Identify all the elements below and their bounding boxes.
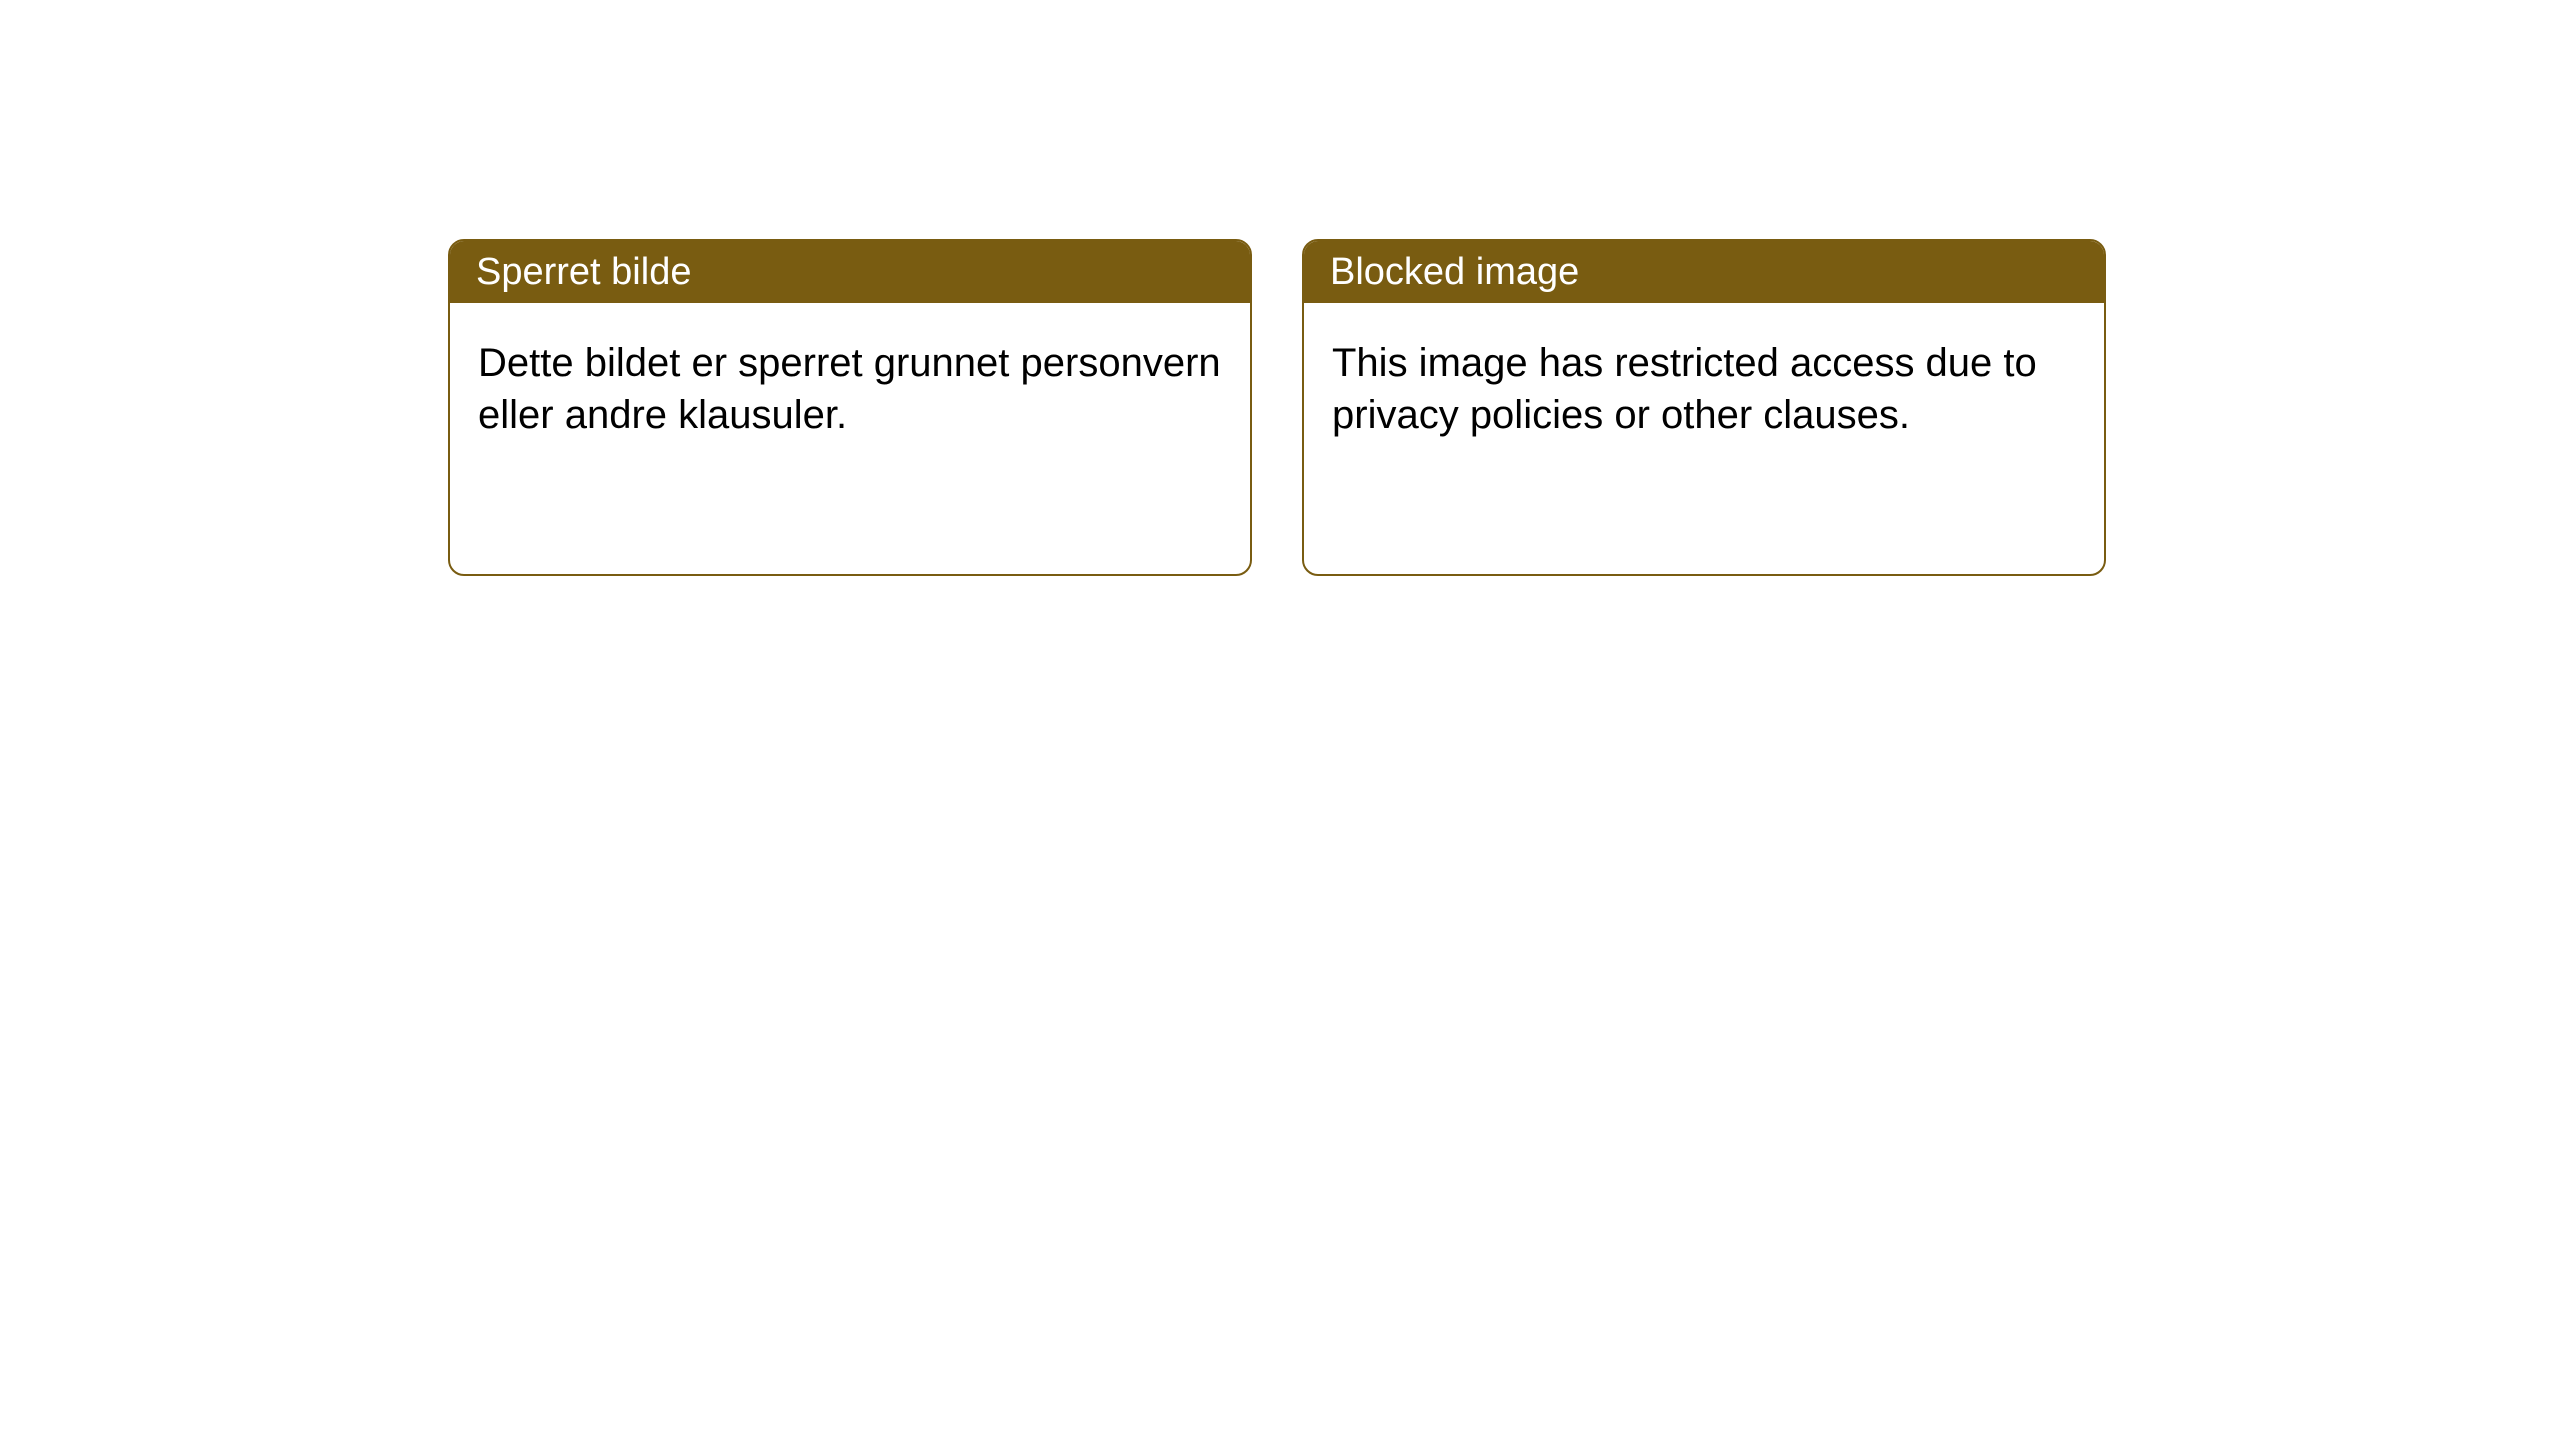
card-body-text: This image has restricted access due to … — [1332, 341, 2037, 437]
card-title: Blocked image — [1330, 251, 1579, 294]
card-body: Dette bildet er sperret grunnet personve… — [450, 303, 1250, 475]
card-header: Blocked image — [1304, 241, 2104, 303]
notice-card-english: Blocked image This image has restricted … — [1302, 239, 2106, 576]
card-body: This image has restricted access due to … — [1304, 303, 2104, 475]
notice-card-norwegian: Sperret bilde Dette bildet er sperret gr… — [448, 239, 1252, 576]
card-body-text: Dette bildet er sperret grunnet personve… — [478, 341, 1221, 437]
card-header: Sperret bilde — [450, 241, 1250, 303]
notice-container: Sperret bilde Dette bildet er sperret gr… — [0, 0, 2560, 576]
card-title: Sperret bilde — [476, 251, 691, 294]
